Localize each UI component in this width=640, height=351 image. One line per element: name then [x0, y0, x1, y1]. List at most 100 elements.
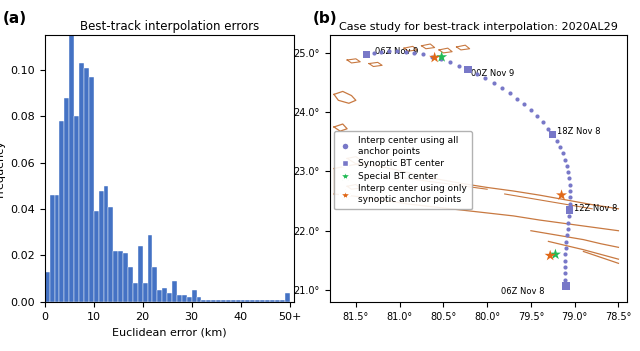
Point — [555, 144, 565, 150]
Text: 00Z Nov 9: 00Z Nov 9 — [472, 69, 515, 78]
Bar — [250, 299, 255, 302]
Point — [562, 163, 572, 169]
Point — [564, 213, 574, 219]
Point — [497, 85, 507, 91]
Point — [563, 220, 573, 225]
Point — [562, 232, 572, 238]
Point — [560, 251, 570, 257]
Bar — [118, 251, 123, 302]
Point — [561, 283, 571, 289]
Point — [436, 54, 447, 60]
Point — [545, 253, 556, 258]
Bar — [216, 299, 221, 302]
Point — [559, 264, 570, 270]
Bar — [167, 293, 172, 302]
Bar — [133, 283, 138, 302]
Point — [418, 52, 428, 57]
Bar — [206, 299, 211, 302]
Legend: Interp center using all
anchor points, Synoptic BT center, Special BT center, In: Interp center using all anchor points, S… — [334, 131, 472, 209]
Bar — [280, 299, 285, 302]
Bar — [246, 299, 250, 302]
Point — [504, 91, 515, 96]
Bar — [74, 116, 79, 302]
Point — [538, 120, 548, 125]
Bar — [202, 299, 206, 302]
Point — [564, 182, 575, 187]
Bar — [108, 207, 113, 302]
Bar — [143, 283, 148, 302]
Bar — [128, 267, 133, 302]
Point — [564, 176, 574, 181]
Text: 18Z Nov 8: 18Z Nov 8 — [557, 127, 601, 136]
Bar — [84, 68, 89, 302]
Bar — [187, 297, 191, 302]
Point — [472, 71, 482, 77]
Point — [436, 57, 446, 62]
Bar — [69, 2, 74, 302]
Bar — [148, 234, 152, 302]
Point — [427, 54, 437, 59]
Bar — [79, 63, 84, 302]
Point — [361, 52, 371, 58]
Bar — [152, 267, 157, 302]
Bar — [177, 295, 182, 302]
Point — [463, 67, 473, 72]
Bar — [138, 246, 143, 302]
Point — [429, 55, 440, 60]
Point — [532, 113, 543, 119]
Point — [392, 48, 403, 54]
Point — [376, 49, 387, 54]
Bar — [231, 299, 236, 302]
Point — [526, 107, 536, 113]
Point — [564, 201, 575, 206]
Point — [564, 207, 575, 213]
Bar — [60, 121, 65, 302]
Text: (b): (b) — [312, 11, 337, 26]
Point — [512, 96, 522, 101]
Bar — [65, 98, 69, 302]
Bar — [157, 290, 163, 302]
Bar — [285, 293, 289, 302]
Point — [548, 132, 558, 138]
Title: Case study for best-track interpolation: 2020AL29: Case study for best-track interpolation:… — [339, 21, 618, 32]
Point — [480, 75, 490, 81]
Bar — [50, 195, 54, 302]
Bar — [104, 186, 108, 302]
Point — [543, 126, 554, 131]
Point — [410, 50, 420, 55]
Bar — [211, 299, 216, 302]
Point — [561, 239, 572, 244]
Point — [454, 63, 464, 68]
Point — [552, 138, 562, 144]
Y-axis label: Frequency: Frequency — [0, 140, 4, 197]
Point — [361, 52, 371, 58]
Bar — [265, 299, 270, 302]
Point — [564, 207, 575, 213]
Bar — [191, 290, 196, 302]
Bar — [196, 297, 202, 302]
Point — [556, 192, 566, 198]
Bar — [99, 191, 104, 302]
Point — [561, 245, 571, 251]
Point — [463, 67, 473, 72]
Bar — [260, 299, 265, 302]
Text: 12Z Nov 8: 12Z Nov 8 — [574, 204, 617, 213]
Title: Best-track interpolation errors: Best-track interpolation errors — [80, 20, 259, 33]
Bar — [113, 251, 118, 302]
Bar — [255, 299, 260, 302]
Bar — [89, 77, 93, 302]
Text: 06Z Nov 9: 06Z Nov 9 — [375, 47, 419, 55]
Text: 06Z Nov 8: 06Z Nov 8 — [500, 287, 544, 296]
Point — [401, 49, 411, 54]
Point — [560, 277, 570, 282]
Point — [550, 252, 561, 257]
Bar — [236, 299, 241, 302]
Bar — [123, 253, 128, 302]
Point — [548, 132, 558, 138]
Bar — [54, 195, 60, 302]
Bar — [45, 272, 50, 302]
Point — [563, 169, 573, 175]
Bar — [172, 281, 177, 302]
Point — [561, 283, 571, 289]
Bar — [275, 299, 280, 302]
